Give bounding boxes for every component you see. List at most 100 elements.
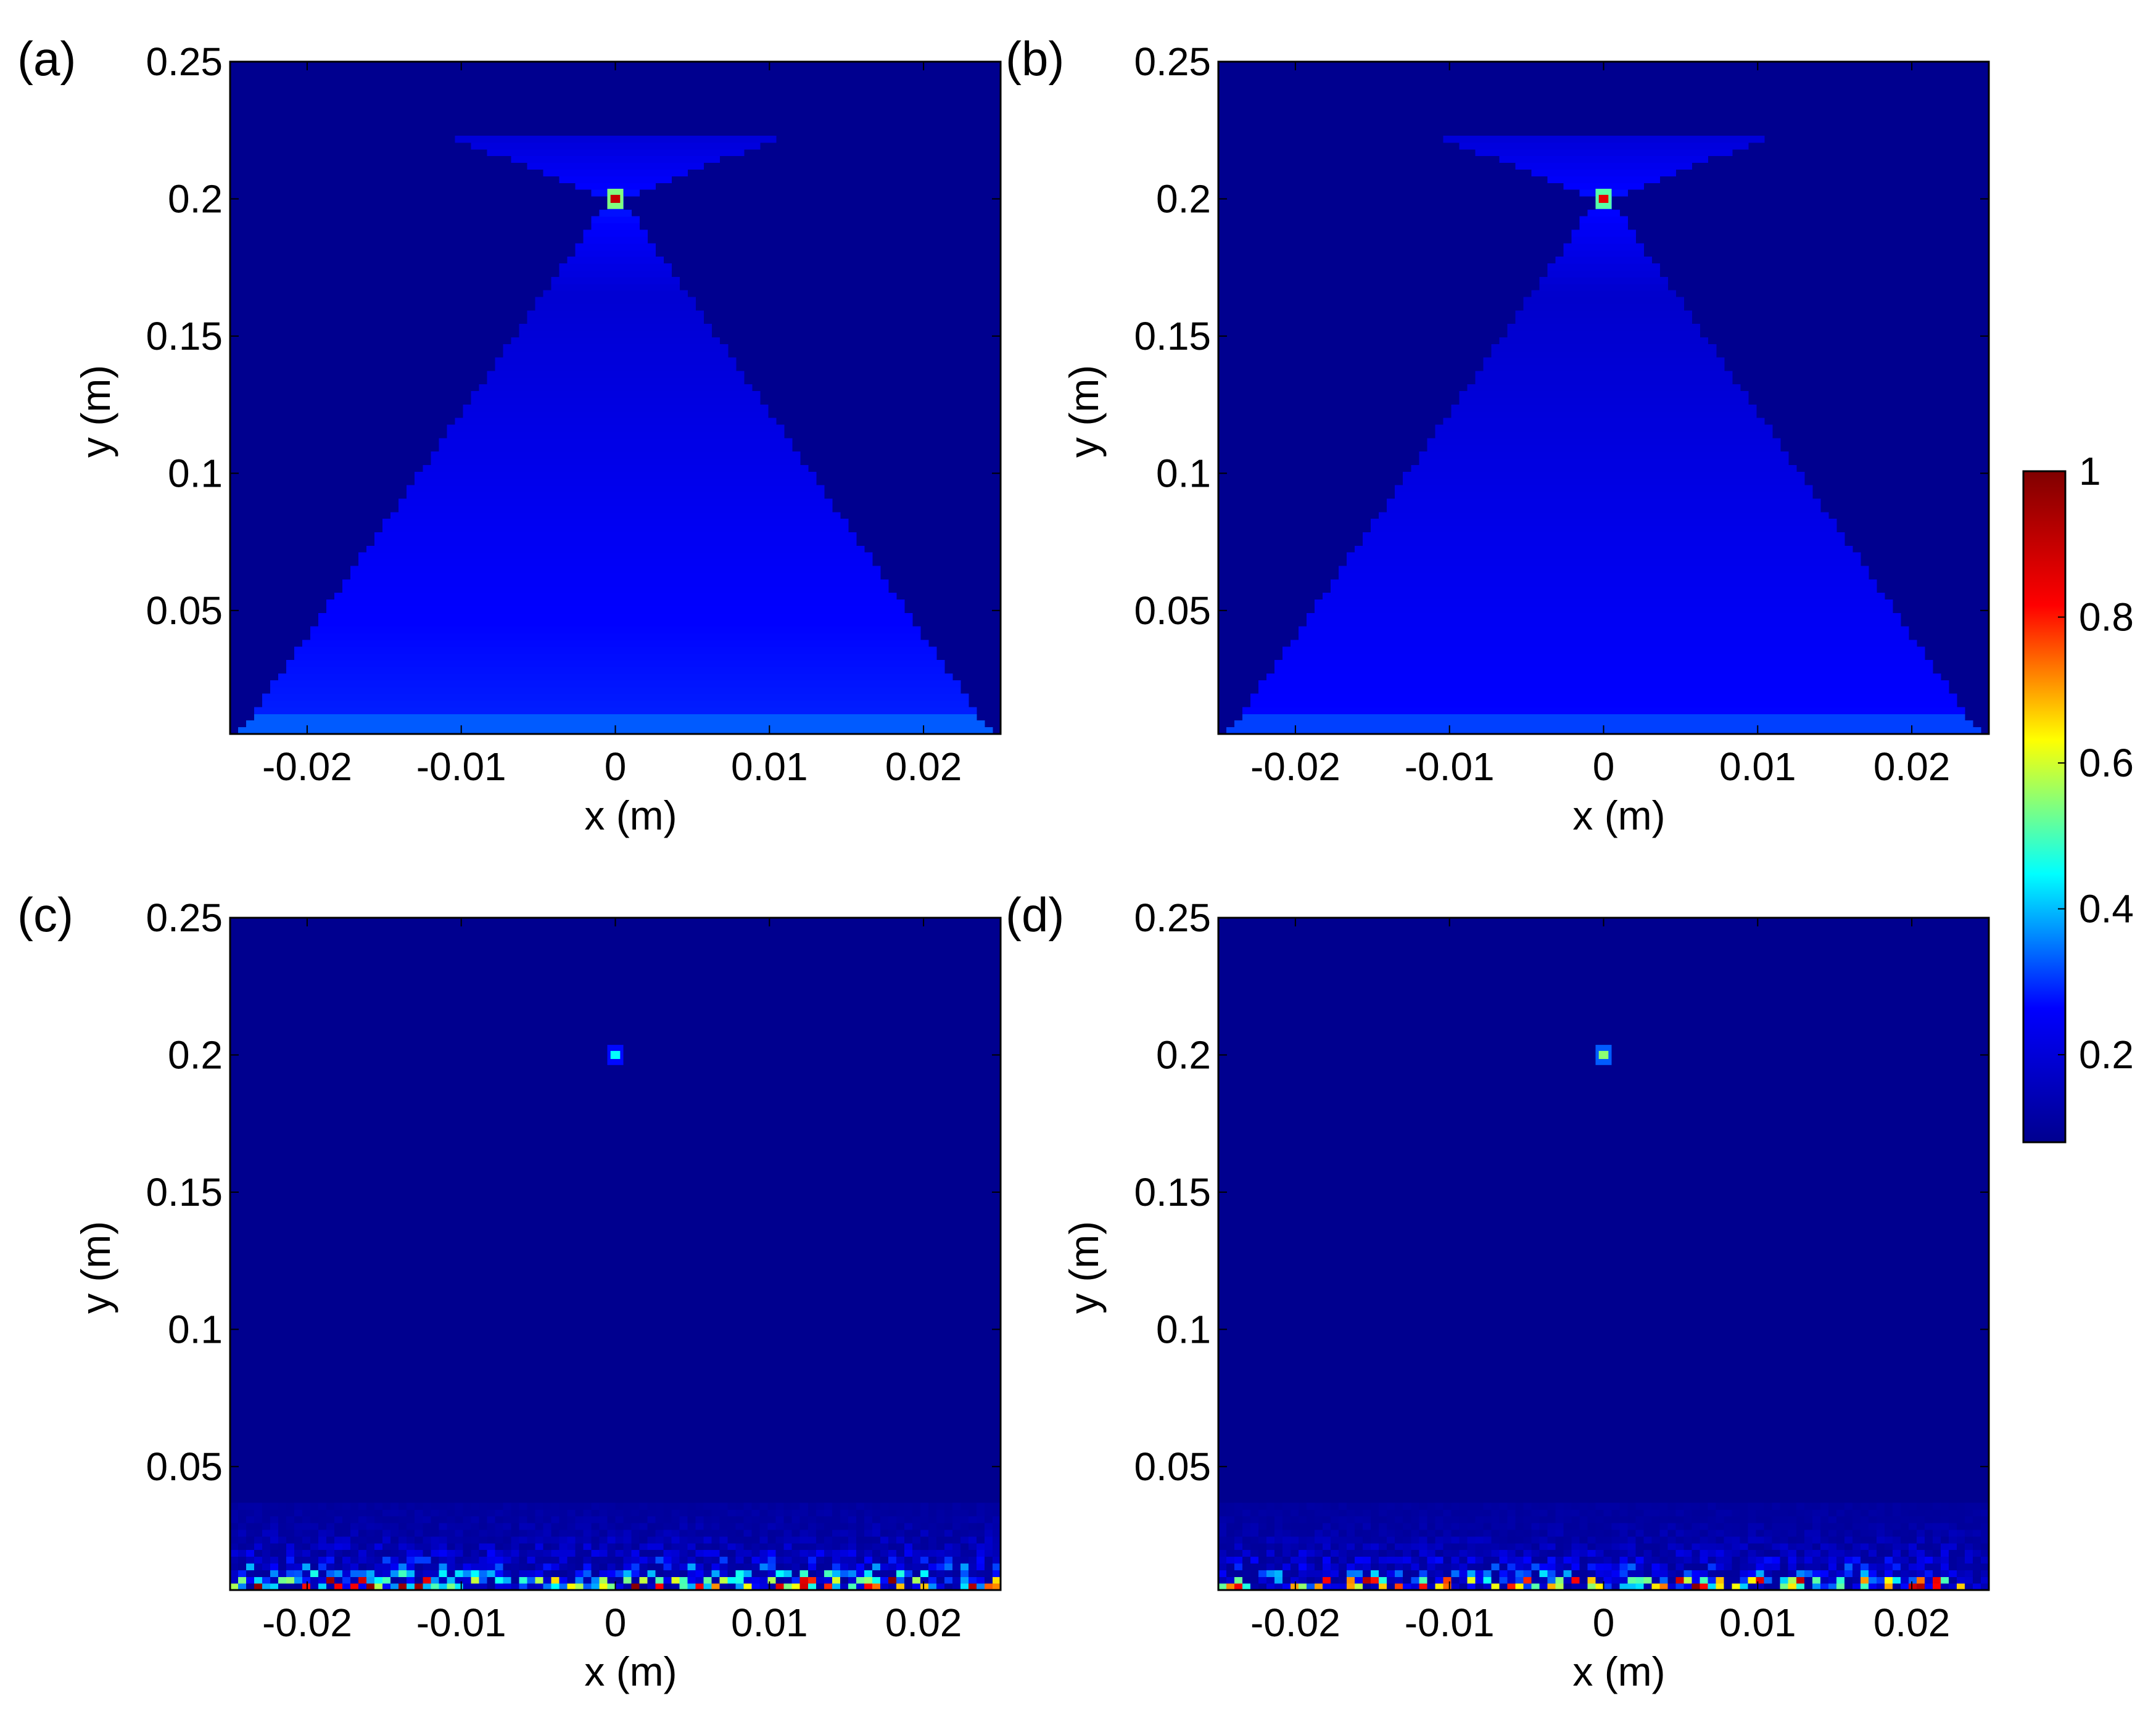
heatmap-cell — [390, 667, 399, 674]
heatmap-cell — [487, 653, 495, 661]
heatmap-cell — [655, 270, 664, 278]
heatmap-cell — [1411, 714, 1419, 721]
heatmap-cell — [599, 418, 608, 426]
heatmap-cell — [583, 680, 592, 688]
heatmap-cell — [671, 350, 680, 358]
heatmap-cell — [759, 492, 769, 500]
heatmap-cell — [767, 559, 777, 567]
heatmap-cell — [511, 593, 519, 600]
heatmap-cell — [647, 579, 656, 587]
heatmap-cell — [687, 646, 696, 654]
heatmap-cell — [342, 673, 351, 681]
heatmap-cell — [631, 714, 640, 721]
heatmap-cell — [631, 700, 640, 707]
heatmap-cell — [623, 135, 632, 143]
heatmap-cell — [920, 727, 929, 735]
heatmap-cell — [751, 606, 761, 614]
heatmap-cell — [783, 559, 793, 567]
heatmap-cell — [1780, 673, 1789, 681]
heatmap-cell — [1595, 707, 1605, 714]
heatmap-cell — [1555, 700, 1564, 707]
heatmap-cell — [1387, 693, 1395, 701]
heatmap-cell — [679, 693, 688, 701]
heatmap-cell — [671, 149, 680, 157]
heatmap-cell — [631, 236, 640, 244]
heatmap-cell — [559, 350, 568, 358]
heatmap-cell — [663, 559, 672, 567]
heatmap-cell — [759, 519, 769, 526]
heatmap-cell — [487, 572, 495, 580]
heatmap-cell — [695, 532, 704, 540]
heatmap-cell — [390, 552, 399, 560]
heatmap-cell — [487, 667, 495, 674]
heatmap-cell — [896, 700, 905, 707]
heatmap-cell — [1724, 714, 1733, 721]
heatmap-cell — [567, 525, 576, 533]
heatmap-cell — [840, 606, 849, 614]
heatmap-cell — [567, 317, 576, 324]
heatmap-cell — [407, 612, 415, 620]
heatmap-cell — [775, 619, 785, 627]
heatmap-cell — [759, 485, 769, 493]
y-tick-label: 0.15 — [146, 314, 223, 358]
heatmap-cell — [543, 169, 552, 176]
heatmap-cell — [711, 673, 721, 681]
heatmap-cell — [1852, 720, 1861, 728]
heatmap-cell — [559, 707, 568, 714]
heatmap-cell — [751, 593, 761, 600]
heatmap-cell — [503, 411, 511, 419]
heatmap-cell — [407, 552, 415, 560]
heatmap-cell — [599, 465, 608, 472]
heatmap-cell — [824, 586, 833, 593]
heatmap-cell — [270, 693, 279, 701]
heatmap-cell — [1315, 720, 1323, 728]
heatmap-cell — [463, 680, 471, 688]
heatmap-cell — [439, 599, 447, 607]
heatmap-cell — [439, 498, 447, 506]
heatmap-cell — [1708, 680, 1717, 688]
heatmap-cell — [447, 572, 455, 580]
heatmap-cell — [1691, 727, 1701, 735]
heatmap-cell — [639, 364, 648, 371]
heatmap-cell — [455, 424, 463, 432]
heatmap-cell — [503, 612, 511, 620]
heatmap-cell — [743, 498, 753, 506]
heatmap-cell — [479, 606, 487, 614]
heatmap-cell — [591, 599, 600, 607]
heatmap-cell — [663, 283, 672, 291]
heatmap-cell — [631, 189, 640, 197]
heatmap-cell — [816, 640, 825, 647]
heatmap-cell — [487, 686, 495, 694]
heatmap-cell — [519, 149, 527, 157]
heatmap-cell — [1756, 667, 1765, 674]
heatmap-cell — [511, 498, 519, 506]
heatmap-cell — [711, 505, 721, 513]
heatmap-cell — [543, 646, 552, 654]
heatmap-cell — [655, 519, 664, 526]
heatmap-cell — [655, 162, 664, 170]
heatmap-cell — [1515, 686, 1524, 694]
heatmap-cell — [743, 593, 753, 600]
heatmap-cell — [695, 552, 704, 560]
heatmap-cell — [791, 465, 801, 472]
heatmap-cell — [1539, 700, 1548, 707]
heatmap-cell — [479, 404, 487, 412]
heatmap-cell — [511, 398, 519, 405]
heatmap-cell — [366, 612, 375, 620]
heatmap-cell — [318, 646, 327, 654]
heatmap-cell — [1563, 693, 1572, 701]
heatmap-cell — [647, 593, 656, 600]
heatmap-cell — [960, 707, 969, 714]
heatmap-cell — [1691, 686, 1701, 694]
heatmap-cell — [607, 485, 616, 493]
heatmap-cell — [671, 438, 680, 445]
heatmap-cell — [463, 545, 471, 553]
heatmap-cell — [647, 250, 656, 257]
heatmap-cell — [358, 673, 367, 681]
heatmap-cell — [1756, 727, 1765, 735]
heatmap-cell — [711, 538, 721, 546]
heatmap-cell — [615, 619, 624, 627]
heatmap-cell — [583, 438, 592, 445]
heatmap-cell — [1940, 707, 1949, 714]
heatmap-cell — [719, 371, 729, 378]
